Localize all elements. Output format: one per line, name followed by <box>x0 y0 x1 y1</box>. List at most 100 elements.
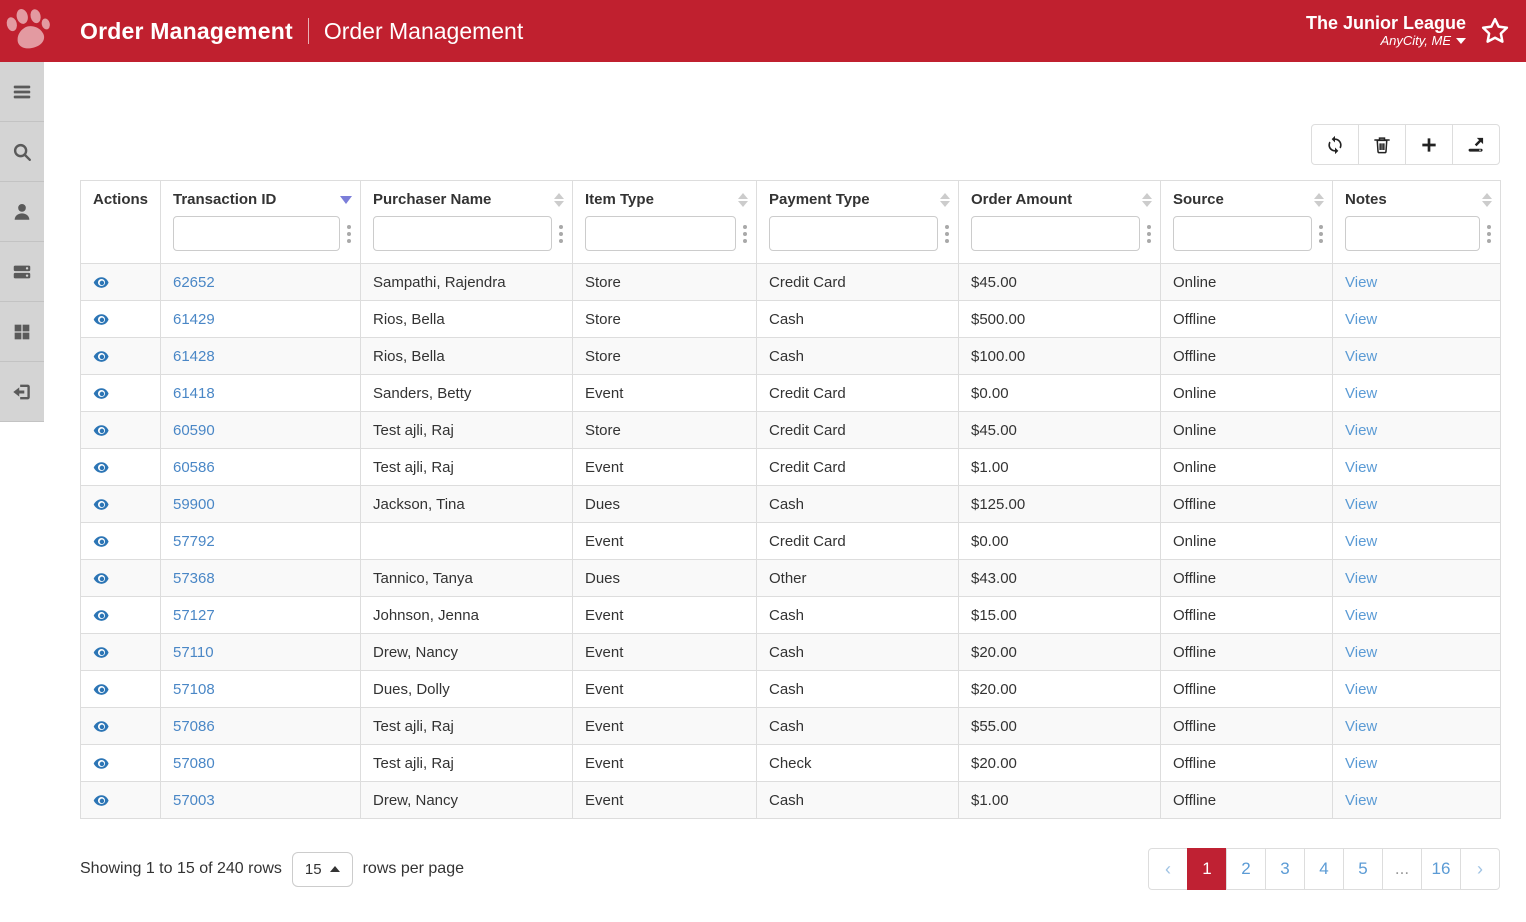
view-order-eye-icon[interactable] <box>93 534 110 549</box>
organization-switcher[interactable]: The Junior League AnyCity, ME <box>1306 13 1466 49</box>
filter-order-amount-input[interactable] <box>971 216 1140 251</box>
page-size-dropdown[interactable]: 15 <box>291 851 353 887</box>
transaction-id-link[interactable]: 60590 <box>173 421 215 439</box>
view-order-eye-icon[interactable] <box>93 386 110 401</box>
view-notes-link[interactable]: View <box>1345 532 1378 550</box>
filter-purchaser-name-input[interactable] <box>373 216 552 251</box>
sidebar-item-data[interactable] <box>0 242 44 302</box>
view-notes-link[interactable]: View <box>1345 791 1378 809</box>
sidebar-item-apps[interactable] <box>0 302 44 362</box>
transaction-id-link[interactable]: 57110 <box>173 643 214 661</box>
view-notes-link[interactable]: View <box>1345 717 1378 735</box>
view-notes-link[interactable]: View <box>1345 273 1378 291</box>
view-order-eye-icon[interactable] <box>93 719 110 734</box>
view-notes-link[interactable]: View <box>1345 606 1378 624</box>
pagination-page-5[interactable]: 5 <box>1343 848 1383 890</box>
view-notes-link[interactable]: View <box>1345 310 1378 328</box>
filter-transaction-id-input[interactable] <box>173 216 340 251</box>
transaction-id-link[interactable]: 57127 <box>173 606 215 624</box>
transaction-id-link[interactable]: 61428 <box>173 347 215 365</box>
view-order-eye-icon[interactable] <box>93 793 110 808</box>
paw-logo-icon <box>2 6 58 61</box>
view-notes-link[interactable]: View <box>1345 347 1378 365</box>
column-menu-icon[interactable] <box>1146 223 1152 245</box>
sort-icon[interactable] <box>554 191 564 207</box>
transaction-id-link[interactable]: 57080 <box>173 754 215 772</box>
sidebar-item-members[interactable] <box>0 182 44 242</box>
pagination-page-4[interactable]: 4 <box>1304 848 1344 890</box>
transaction-id-link[interactable]: 57086 <box>173 717 215 735</box>
column-label[interactable]: Purchaser Name <box>373 191 492 208</box>
column-label[interactable]: Order Amount <box>971 191 1073 208</box>
column-label[interactable]: Payment Type <box>769 191 870 208</box>
favorite-star-icon[interactable] <box>1480 16 1510 46</box>
pagination-page-2[interactable]: 2 <box>1226 848 1266 890</box>
filter-item-type-input[interactable] <box>585 216 736 251</box>
sidebar-item-search[interactable] <box>0 122 44 182</box>
source-cell: Online <box>1173 384 1217 402</box>
view-notes-link[interactable]: View <box>1345 643 1378 661</box>
column-label[interactable]: Notes <box>1345 191 1387 208</box>
filter-source-input[interactable] <box>1173 216 1312 251</box>
sort-desc-icon[interactable] <box>340 191 352 204</box>
transaction-id-link[interactable]: 57003 <box>173 791 215 809</box>
add-icon <box>1422 137 1436 152</box>
showing-rows-text: Showing 1 to 15 of 240 rows <box>80 860 282 877</box>
view-order-eye-icon[interactable] <box>93 682 110 697</box>
view-notes-link[interactable]: View <box>1345 458 1378 476</box>
view-notes-link[interactable]: View <box>1345 384 1378 402</box>
add-button[interactable] <box>1405 124 1453 165</box>
sidebar-item-sign-out[interactable] <box>0 362 44 422</box>
transaction-id-link[interactable]: 57108 <box>173 680 215 698</box>
view-order-eye-icon[interactable] <box>93 460 110 475</box>
sort-icon[interactable] <box>1482 191 1492 207</box>
transaction-id-link[interactable]: 57792 <box>173 532 215 550</box>
pagination-ellipsis[interactable]: ... <box>1382 848 1422 890</box>
sidebar-item-menu[interactable] <box>0 62 44 122</box>
column-menu-icon[interactable] <box>346 223 352 245</box>
transaction-id-link[interactable]: 61418 <box>173 384 215 402</box>
pagination-page-1[interactable]: 1 <box>1187 848 1227 890</box>
column-menu-icon[interactable] <box>944 223 950 245</box>
pagination-page-3[interactable]: 3 <box>1265 848 1305 890</box>
sort-icon[interactable] <box>1142 191 1152 207</box>
transaction-id-link[interactable]: 61429 <box>173 310 215 328</box>
column-menu-icon[interactable] <box>558 223 564 245</box>
column-label[interactable]: Source <box>1173 191 1224 208</box>
sort-icon[interactable] <box>1314 191 1324 207</box>
column-menu-icon[interactable] <box>1486 223 1492 245</box>
transaction-id-link[interactable]: 60586 <box>173 458 215 476</box>
column-label[interactable]: Transaction ID <box>173 191 277 208</box>
view-order-eye-icon[interactable] <box>93 423 110 438</box>
view-notes-link[interactable]: View <box>1345 421 1378 439</box>
transaction-id-link[interactable]: 62652 <box>173 273 215 291</box>
column-menu-icon[interactable] <box>742 223 748 245</box>
delete-button[interactable] <box>1358 124 1406 165</box>
pagination-page-16[interactable]: 16 <box>1421 848 1461 890</box>
pagination-next[interactable]: › <box>1460 848 1500 890</box>
view-order-eye-icon[interactable] <box>93 645 110 660</box>
refresh-button[interactable] <box>1311 124 1359 165</box>
column-label[interactable]: Item Type <box>585 191 654 208</box>
sort-icon[interactable] <box>940 191 950 207</box>
sort-icon[interactable] <box>738 191 748 207</box>
view-order-eye-icon[interactable] <box>93 349 110 364</box>
view-order-eye-icon[interactable] <box>93 756 110 771</box>
view-order-eye-icon[interactable] <box>93 608 110 623</box>
pagination-prev[interactable]: ‹ <box>1148 848 1188 890</box>
view-order-eye-icon[interactable] <box>93 275 110 290</box>
column-menu-icon[interactable] <box>1318 223 1324 245</box>
filter-payment-type-input[interactable] <box>769 216 938 251</box>
export-button[interactable] <box>1452 124 1500 165</box>
filter-notes-input[interactable] <box>1345 216 1480 251</box>
table-row: 57792 Event Credit Card $0.00 Online Vie… <box>80 522 1501 560</box>
view-notes-link[interactable]: View <box>1345 569 1378 587</box>
view-notes-link[interactable]: View <box>1345 495 1378 513</box>
view-notes-link[interactable]: View <box>1345 680 1378 698</box>
transaction-id-link[interactable]: 59900 <box>173 495 215 513</box>
transaction-id-link[interactable]: 57368 <box>173 569 215 587</box>
view-notes-link[interactable]: View <box>1345 754 1378 772</box>
view-order-eye-icon[interactable] <box>93 497 110 512</box>
view-order-eye-icon[interactable] <box>93 571 110 586</box>
view-order-eye-icon[interactable] <box>93 312 110 327</box>
